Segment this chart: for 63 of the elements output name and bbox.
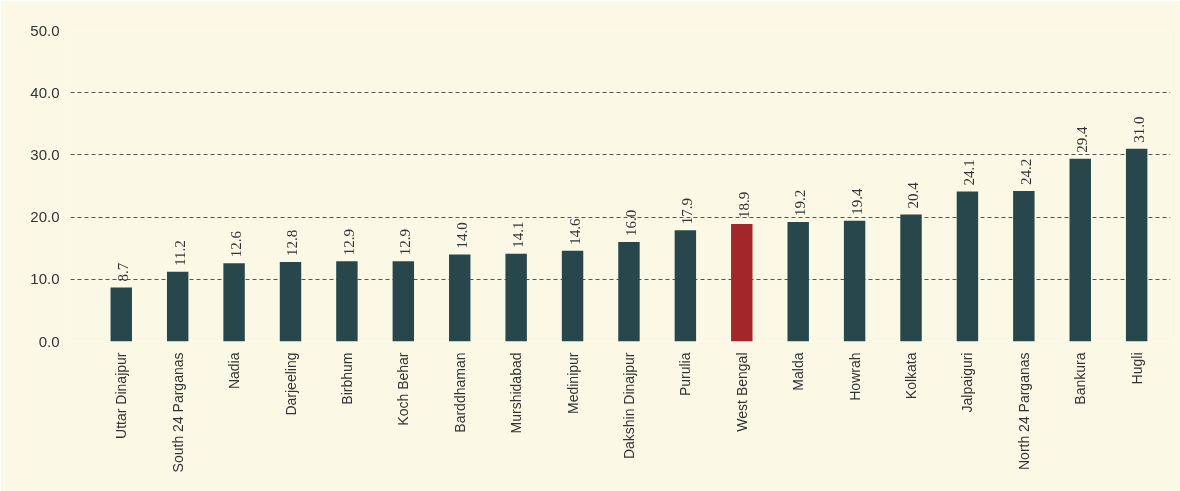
data-label: 8.7 (115, 262, 132, 282)
bar (449, 254, 471, 342)
data-label: 20.4 (905, 181, 922, 209)
data-label: 14.1 (510, 221, 527, 248)
y-tick-label: 10.0 (30, 270, 60, 288)
bar (505, 253, 527, 342)
bar (392, 261, 415, 342)
bar (1013, 190, 1035, 342)
data-label: 31.0 (1130, 116, 1147, 143)
bar (787, 222, 809, 342)
data-label: 18.9 (735, 191, 752, 218)
x-tick-label: Dakshin Dinajpur (620, 352, 637, 460)
x-tick-label: Koch Behar (395, 352, 412, 426)
x-tick-label: Birbhum (338, 352, 355, 405)
data-label: 24.1 (961, 159, 978, 186)
bar (1125, 148, 1148, 342)
x-tick-label: South 24 Parganas (169, 352, 186, 473)
y-tick-label: 30.0 (30, 145, 60, 163)
y-tick-label: 20.0 (30, 208, 60, 226)
x-tick-label: West Bengal (733, 352, 750, 432)
data-label: 12.6 (228, 230, 245, 258)
x-tick-label: Murshidabad (508, 352, 525, 434)
x-tick-label: Purulia (677, 352, 694, 397)
bar (1069, 158, 1091, 342)
x-tick-label: Malda (790, 352, 807, 391)
x-tick-label: Jalpaiguri (959, 352, 976, 413)
x-tick-label: North 24 Parganas (1015, 352, 1032, 471)
y-tick-label: 40.0 (30, 83, 60, 101)
data-label: 14.0 (453, 222, 470, 249)
y-tick-label: 50.0 (30, 21, 60, 39)
y-tick-label: 0.0 (38, 332, 60, 350)
x-tick-label: Howrah (846, 352, 863, 401)
data-label: 19.2 (792, 189, 809, 217)
x-tick-label: Nadia (226, 352, 243, 390)
x-tick-label: Uttar Dinajpur (113, 352, 130, 439)
x-tick-label: Medinipur (564, 352, 581, 414)
bar (674, 230, 697, 342)
x-tick-label: Darjeeling (282, 352, 299, 416)
x-tick-label: Barddhaman (451, 352, 468, 433)
bar (223, 263, 245, 342)
data-label: 12.9 (397, 229, 414, 256)
x-tick-label: Kolkata (903, 352, 920, 400)
bar (618, 241, 640, 342)
bar (561, 250, 584, 342)
data-label: 11.2 (171, 240, 188, 266)
data-label: 16.0 (622, 209, 639, 236)
data-label: 12.9 (340, 229, 357, 256)
data-label: 24.2 (1017, 158, 1034, 185)
data-label: 14.6 (566, 217, 583, 245)
data-label: 17.9 (679, 197, 696, 225)
x-tick-label: Hugli (1128, 352, 1145, 385)
bar (900, 214, 922, 342)
data-label: 12.8 (284, 229, 301, 256)
bar (279, 261, 302, 342)
bar (731, 223, 753, 342)
bar (166, 271, 189, 342)
bar (843, 220, 866, 342)
x-tick-label: Bankura (1072, 352, 1089, 405)
data-label: 19.4 (848, 188, 865, 215)
bar (110, 287, 132, 342)
bar (336, 261, 358, 342)
data-label: 29.4 (1074, 125, 1091, 153)
bar (956, 191, 979, 342)
